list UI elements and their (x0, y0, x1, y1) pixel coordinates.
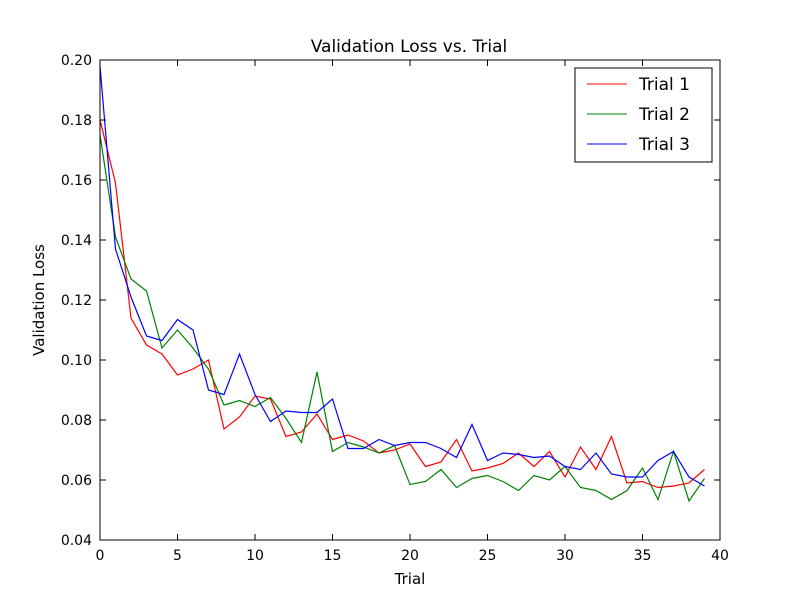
y-tick-label: 0.10 (61, 353, 92, 369)
x-tick-label: 15 (324, 548, 342, 564)
x-tick-label: 40 (711, 548, 729, 564)
y-tick-label: 0.18 (61, 113, 92, 129)
series-line-trial-1 (99, 119, 705, 489)
x-tick-label: 10 (246, 548, 264, 564)
legend: Trial 1 Trial 2 Trial 3 (574, 67, 713, 163)
x-axis-label: Trial (394, 570, 426, 588)
legend-label-trial-1: Trial 1 (638, 75, 690, 95)
y-tick-label: 0.16 (61, 173, 92, 189)
y-axis-label: Validation Loss (30, 244, 48, 356)
y-tick-label: 0.08 (61, 413, 92, 429)
x-tick-label: 20 (401, 548, 419, 564)
ticks-layer: 0 5 10 15 20 25 30 35 40 0.04 0.06 0.08 0.10 0.12 0.14… (61, 53, 729, 564)
y-tick-label: 0.12 (61, 293, 92, 309)
x-tick-label: 5 (173, 548, 182, 564)
x-tick-label: 25 (479, 548, 497, 564)
legend-label-trial-3: Trial 3 (638, 135, 690, 155)
x-tick-label: 30 (556, 548, 574, 564)
x-tick-label: 35 (634, 548, 652, 564)
series-line-trial-3 (99, 65, 705, 487)
y-tick-label: 0.06 (61, 473, 92, 489)
plot-area-frame (99, 59, 721, 541)
legend-label-trial-2: Trial 2 (638, 105, 690, 125)
y-tick-label: 0.20 (61, 53, 92, 69)
chart-title: Validation Loss vs. Trial (311, 37, 508, 57)
y-tick-label: 0.04 (61, 533, 92, 549)
series-layer (99, 65, 705, 503)
y-tick-label: 0.14 (61, 233, 92, 249)
x-tick-label: 0 (96, 548, 105, 564)
